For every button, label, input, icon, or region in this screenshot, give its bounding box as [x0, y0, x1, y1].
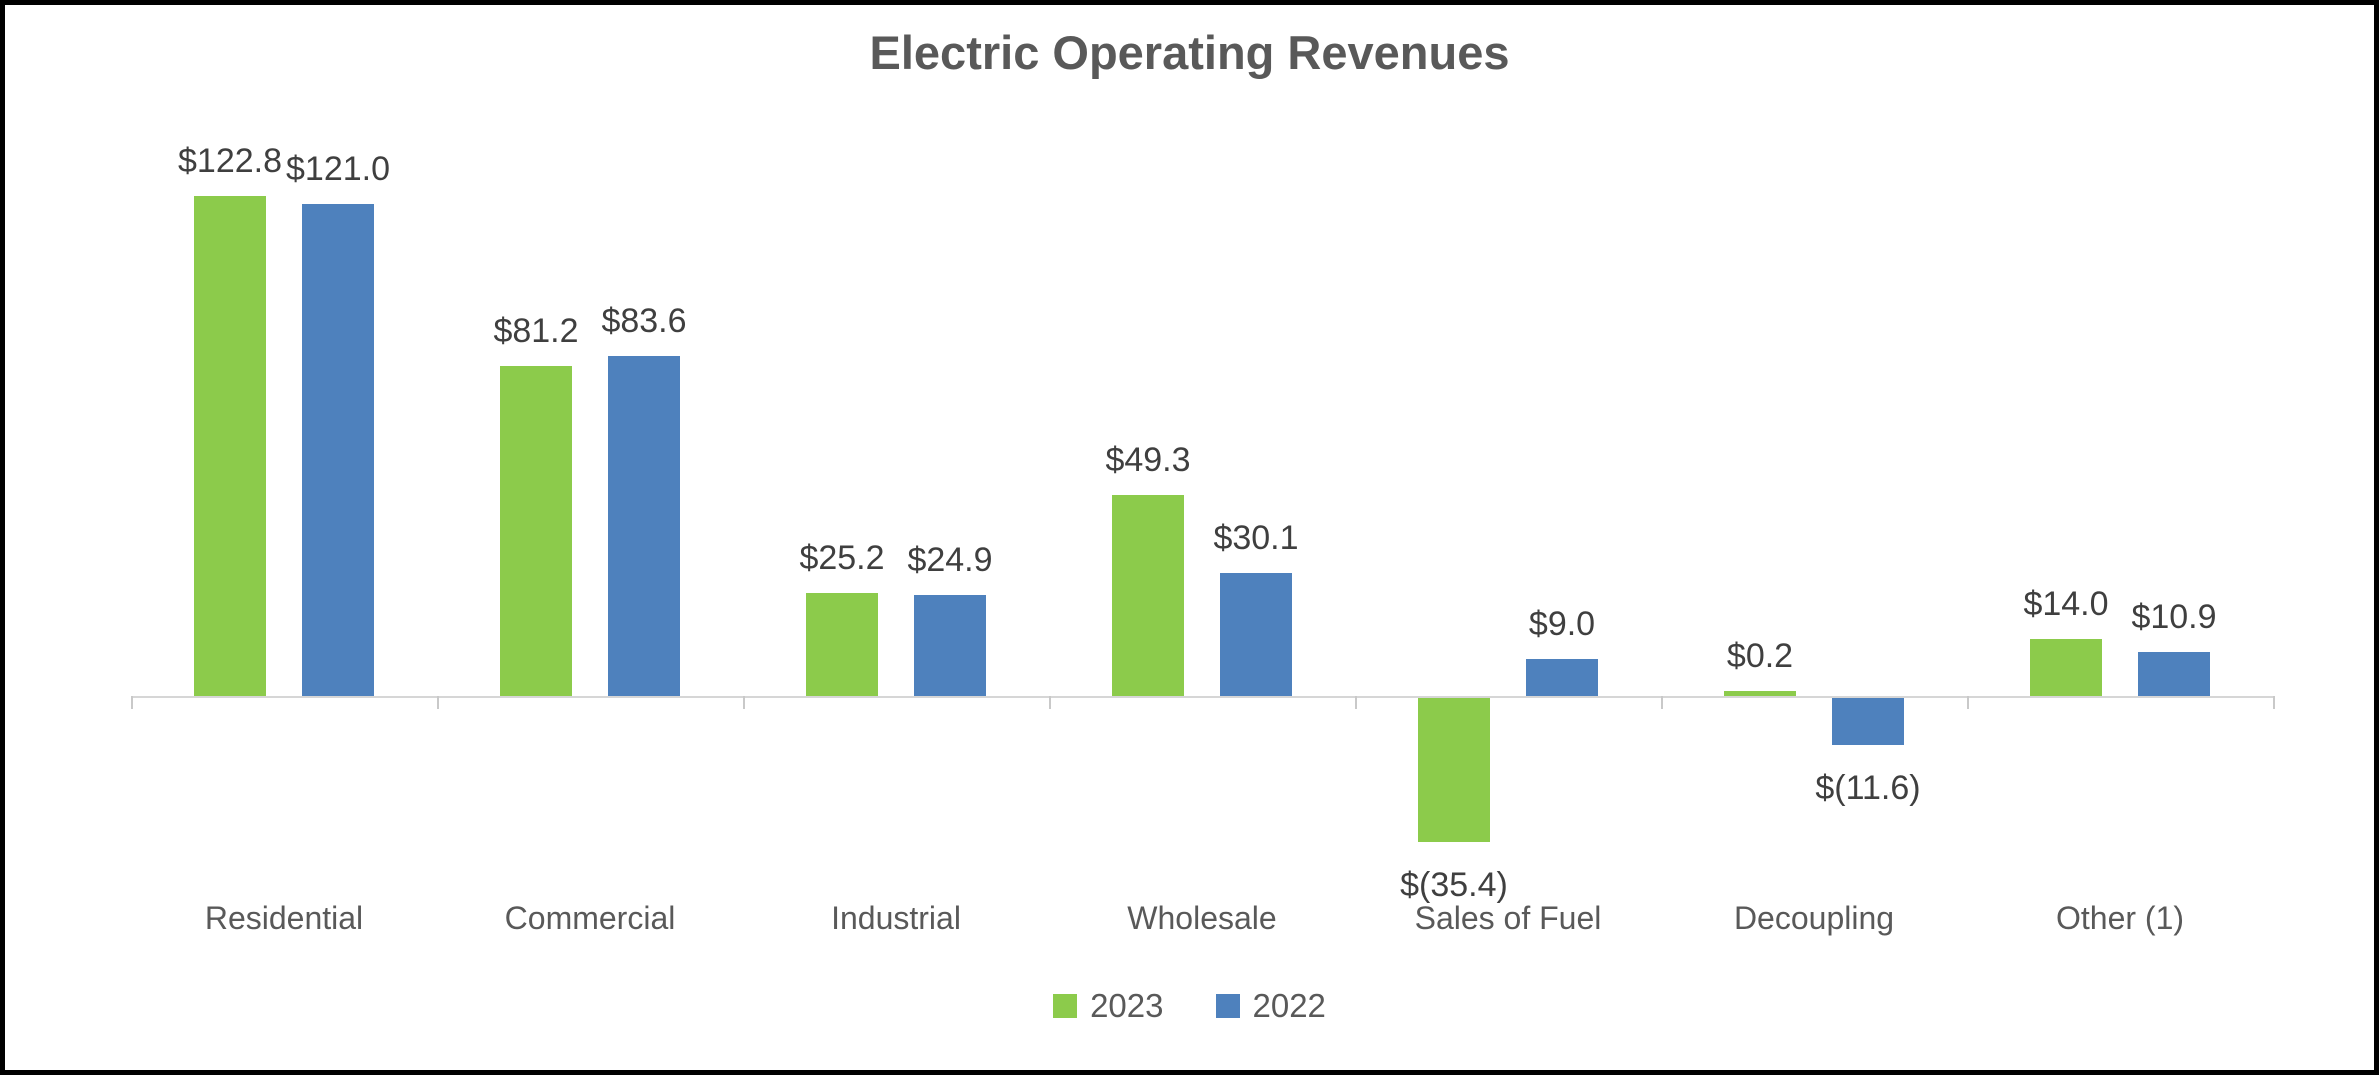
x-axis-line: [131, 696, 2273, 698]
bar-2022-other-1: [2138, 651, 2210, 696]
value-label-2023-commercial: $81.2: [493, 311, 579, 350]
value-label-2022-residential: $121.0: [286, 149, 390, 188]
plot-area: $122.8 $121.0 Residential $81.2 $83.6 Commerc…: [5, 5, 2374, 1070]
legend-label-2022: 2022: [1252, 987, 1326, 1024]
category-label-other-1: Other (1): [2055, 900, 2185, 936]
bar-2022-industrial: [914, 594, 986, 696]
bar-2022-decoupling: [1832, 698, 1904, 746]
legend-label-2023: 2023: [1090, 987, 1164, 1024]
category-label-commercial: Commercial: [504, 900, 676, 936]
x-axis-tick: [437, 696, 439, 709]
x-axis-tick: [131, 696, 133, 709]
x-axis-tick: [1355, 696, 1357, 709]
x-axis-tick: [1049, 696, 1051, 709]
value-label-2023-industrial: $25.2: [799, 539, 885, 578]
x-axis-tick: [743, 696, 745, 709]
bar-2023-decoupling: [1724, 691, 1796, 696]
x-axis-tick: [1661, 696, 1663, 709]
chart-title: Electric Operating Revenues: [869, 26, 1510, 79]
bar-2022-wholesale: [1220, 573, 1292, 696]
value-label-2022-sales-of-fuel: $9.0: [1528, 605, 1596, 644]
value-label-2022-other-1: $10.9: [2131, 597, 2217, 636]
value-label-2023-residential: $122.8: [178, 142, 282, 181]
category-label-sales-of-fuel: Sales of Fuel: [1414, 900, 1602, 936]
chart-legend: 2023 2022: [5, 987, 2374, 1025]
legend-swatch-icon: [1215, 994, 1240, 1018]
bar-2023-sales-of-fuel: [1418, 698, 1490, 843]
bar-2023-other-1: [2030, 639, 2102, 696]
category-label-industrial: Industrial: [831, 900, 961, 936]
x-axis-tick: [2273, 696, 2275, 709]
bar-2023-wholesale: [1112, 495, 1184, 696]
legend-swatch-icon: [1053, 994, 1078, 1018]
bar-2022-sales-of-fuel: [1526, 659, 1598, 696]
category-label-decoupling: Decoupling: [1733, 900, 1895, 936]
x-axis-tick: [1967, 696, 1969, 709]
value-label-2022-commercial: $83.6: [601, 301, 687, 340]
category-label-residential: Residential: [204, 900, 364, 936]
value-label-2023-sales-of-fuel: $(35.4): [1400, 866, 1508, 905]
value-label-2023-decoupling: $0.2: [1726, 637, 1794, 675]
value-label-2023-other-1: $14.0: [2023, 585, 2109, 624]
legend-item-2022: 2022: [1215, 987, 1326, 1025]
value-label-2023-wholesale: $49.3: [1105, 441, 1191, 480]
category-label-wholesale: Wholesale: [1127, 900, 1277, 936]
value-label-2022-industrial: $24.9: [907, 540, 993, 579]
bar-2023-residential: [194, 196, 266, 696]
bar-2023-commercial: [500, 365, 572, 696]
value-label-2022-decoupling: $(11.6): [1815, 769, 1921, 808]
bar-2022-residential: [302, 203, 374, 696]
legend-item-2023: 2023: [1053, 987, 1164, 1025]
bar-2023-industrial: [806, 593, 878, 696]
value-label-2022-wholesale: $30.1: [1213, 519, 1299, 558]
bar-2022-commercial: [608, 355, 680, 696]
